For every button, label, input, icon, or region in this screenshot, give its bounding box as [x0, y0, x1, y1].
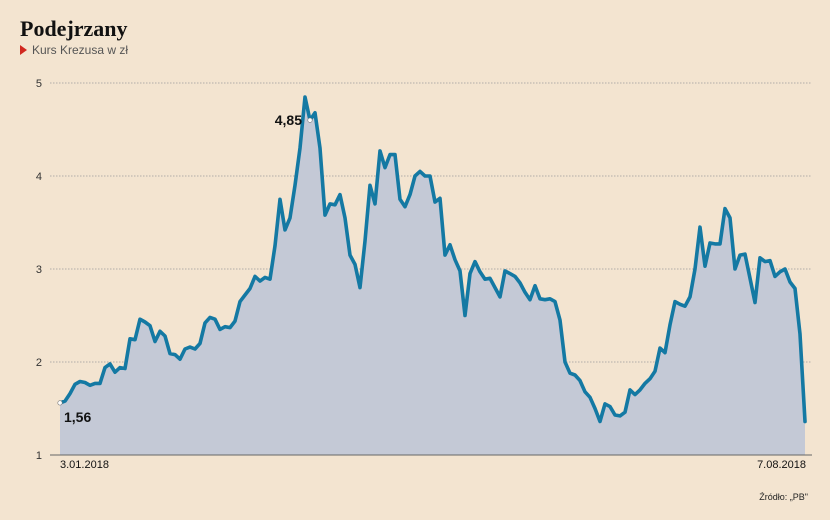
y-tick-label: 3 — [36, 264, 42, 276]
data-label: 1,56 — [64, 409, 91, 425]
annotation-marker — [307, 117, 313, 123]
data-annotations: 1,564,851,36 — [57, 0, 830, 425]
chart-subtitle-label: Kurs Krezusa w zł — [32, 43, 129, 57]
data-label: 4,85 — [275, 112, 302, 128]
x-axis-end-label: 7.08.2018 — [757, 459, 806, 471]
chart-subtitle: Kurs Krezusa w zł — [20, 43, 128, 57]
series-line — [58, 95, 807, 424]
y-tick-label: 2 — [36, 357, 42, 369]
y-tick-label: 5 — [36, 78, 42, 90]
y-tick-label: 1 — [36, 450, 42, 462]
y-tick-label: 4 — [36, 171, 42, 183]
chart-title: Podejrzany — [20, 16, 128, 41]
series-area — [60, 97, 805, 455]
source-note: Źródło: „PB" — [759, 492, 808, 502]
annotation-marker — [57, 400, 63, 406]
y-axis-ticks: 1 2 3 4 5 — [36, 78, 42, 462]
x-axis-start-label: 3.01.2018 — [60, 459, 109, 471]
red-triangle-icon — [20, 45, 27, 55]
